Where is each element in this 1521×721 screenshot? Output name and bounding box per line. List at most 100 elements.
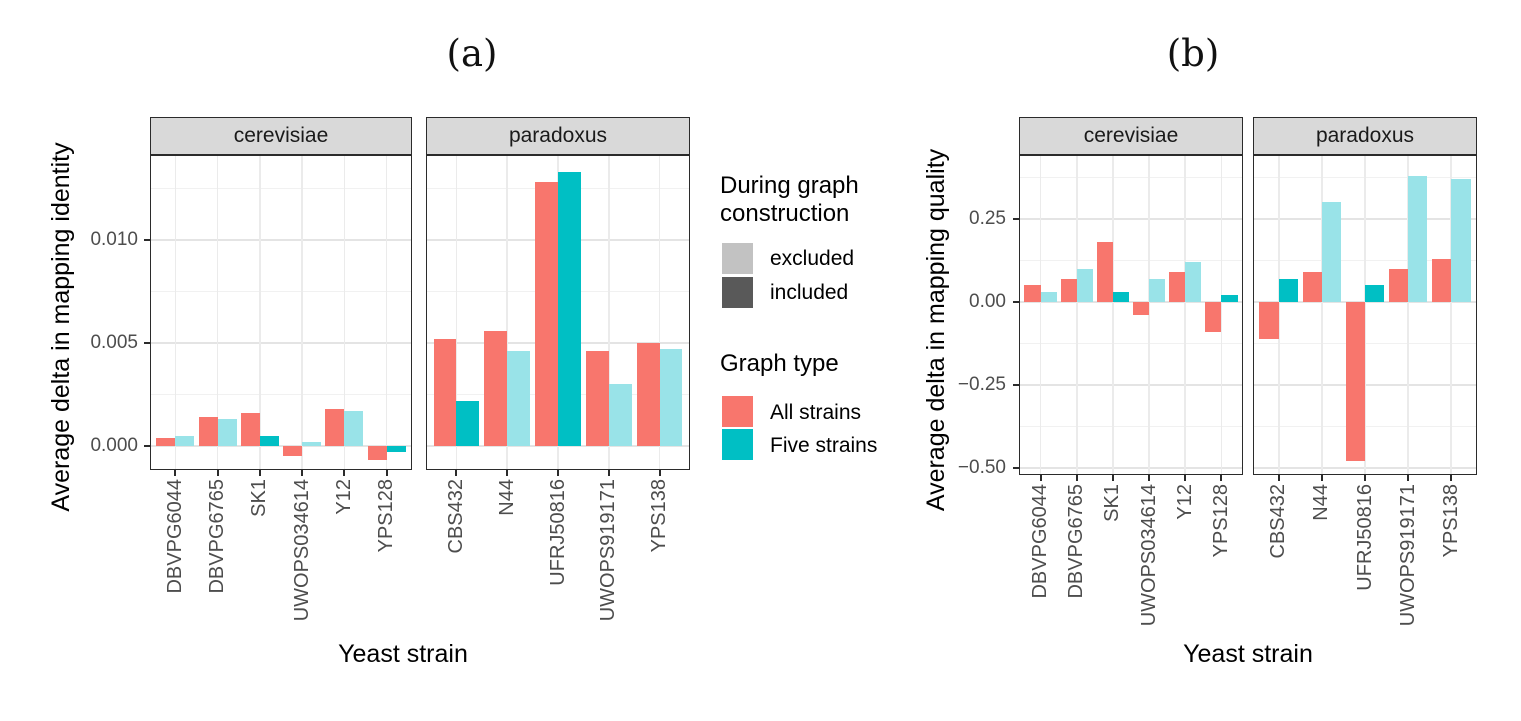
bar-five-strains xyxy=(259,435,279,446)
legend-label-included: included xyxy=(770,281,849,304)
gridline-vertical xyxy=(301,155,303,470)
panel-b-x-axis-title: Yeast strain xyxy=(1183,640,1313,668)
x-tick-label: SK1 xyxy=(248,479,271,517)
bar-five-strains xyxy=(1451,179,1471,302)
bar-all-strains xyxy=(283,446,303,457)
gridline-minor xyxy=(1019,177,1243,178)
x-tick-label: DBVPG6765 xyxy=(206,479,229,594)
y-tick-label: 0.005 xyxy=(90,332,138,353)
bar-all-strains xyxy=(1168,272,1186,302)
x-tick-label: DBVPG6044 xyxy=(163,479,186,594)
x-tick-label: UFRJ50816 xyxy=(546,479,569,586)
y-tick-label: −0.50 xyxy=(957,457,1006,478)
gridline-minor xyxy=(150,394,412,395)
bar-five-strains xyxy=(1365,285,1385,302)
legend-label-five-strains: Five strains xyxy=(770,434,878,457)
gridline-minor xyxy=(1019,426,1243,427)
facet-strip: cerevisiae xyxy=(150,117,412,155)
gridline-vertical xyxy=(1450,155,1452,475)
x-tick-label: DBVPG6044 xyxy=(1029,484,1052,599)
bar-all-strains xyxy=(156,437,176,446)
x-tick-label: UWOPS919171 xyxy=(597,479,620,622)
gridline-major xyxy=(1019,301,1243,303)
x-axis-tick xyxy=(301,470,304,476)
gridline-major xyxy=(150,445,412,447)
panel-border xyxy=(426,155,690,470)
y-axis-tick xyxy=(144,445,150,447)
y-axis-tick xyxy=(1013,301,1019,303)
x-tick-label: UWOPS034614 xyxy=(1137,484,1160,627)
bar-five-strains xyxy=(1408,175,1428,302)
x-axis-tick xyxy=(607,470,610,476)
gridline-major xyxy=(150,239,412,241)
bar-five-strains xyxy=(175,435,195,446)
x-axis-tick xyxy=(216,470,219,476)
x-axis-tick xyxy=(174,470,177,476)
bar-five-strains xyxy=(344,410,364,446)
gridline-vertical xyxy=(1407,155,1409,475)
x-tick-label: YPS128 xyxy=(375,479,398,553)
x-axis-tick xyxy=(455,470,458,476)
gridline-vertical xyxy=(1184,155,1186,475)
x-axis-tick xyxy=(1184,475,1187,481)
panel-a-x-axis-title: Yeast strain xyxy=(338,640,468,668)
bar-all-strains xyxy=(1132,302,1150,316)
bar-all-strains xyxy=(1388,268,1409,302)
x-axis-tick xyxy=(1220,475,1223,481)
x-axis-tick xyxy=(1407,475,1410,481)
x-axis-tick xyxy=(343,470,346,476)
gridline-minor xyxy=(150,188,412,189)
panel-border xyxy=(1019,155,1243,475)
gridline-vertical xyxy=(1278,155,1280,475)
bar-all-strains xyxy=(1302,272,1322,302)
gridline-vertical xyxy=(1321,155,1323,475)
x-axis-tick xyxy=(1075,475,1078,481)
x-axis-tick xyxy=(1039,475,1042,481)
panel-border xyxy=(1253,155,1477,475)
gridline-vertical xyxy=(1220,155,1223,475)
panel-b-title: (b) xyxy=(1166,32,1220,75)
bar-all-strains xyxy=(636,343,660,446)
x-tick-label: Y12 xyxy=(332,479,355,515)
bar-five-strains xyxy=(217,419,237,446)
y-axis-tick xyxy=(144,239,150,241)
included-swatch xyxy=(722,277,753,308)
gridline-vertical xyxy=(385,155,388,470)
excluded-swatch xyxy=(722,243,753,274)
y-tick-label: 0.25 xyxy=(969,208,1006,229)
y-tick-label: 0.00 xyxy=(969,291,1006,312)
facet-strip: paradoxus xyxy=(1253,117,1477,155)
panel-a-y-axis-title: Average delta in mapping identity xyxy=(47,142,75,512)
bar-all-strains xyxy=(325,408,345,446)
y-tick-label: 0.000 xyxy=(90,435,138,456)
x-tick-label: CBS432 xyxy=(444,479,467,554)
plot-area xyxy=(150,155,412,470)
bar-five-strains xyxy=(1185,262,1202,302)
x-axis-tick xyxy=(258,470,261,476)
bar-five-strains xyxy=(302,441,322,446)
x-axis-tick xyxy=(385,470,388,476)
gridline-vertical xyxy=(216,155,219,470)
bar-all-strains xyxy=(433,338,457,446)
x-axis-tick xyxy=(506,470,509,476)
facet-strip: paradoxus xyxy=(426,117,690,155)
x-tick-label: Y12 xyxy=(1173,484,1196,520)
x-axis-tick xyxy=(1277,475,1280,481)
x-axis-tick xyxy=(557,470,559,476)
gridline-minor xyxy=(1019,260,1243,261)
legend-label-excluded: excluded xyxy=(770,247,855,270)
x-tick-label: YPS138 xyxy=(1439,484,1462,558)
bar-five-strains xyxy=(1221,295,1238,302)
x-axis-tick xyxy=(1148,475,1151,481)
gridline-major xyxy=(1019,384,1243,386)
x-tick-label: N44 xyxy=(1310,484,1333,521)
x-axis-tick xyxy=(1450,475,1453,481)
x-tick-label: DBVPG6765 xyxy=(1065,484,1088,599)
gridline-vertical xyxy=(1112,155,1114,475)
bar-all-strains xyxy=(198,417,218,446)
x-tick-label: N44 xyxy=(495,479,518,516)
bar-five-strains xyxy=(507,351,531,446)
gridline-vertical xyxy=(608,155,610,470)
y-axis-tick xyxy=(1013,467,1019,469)
